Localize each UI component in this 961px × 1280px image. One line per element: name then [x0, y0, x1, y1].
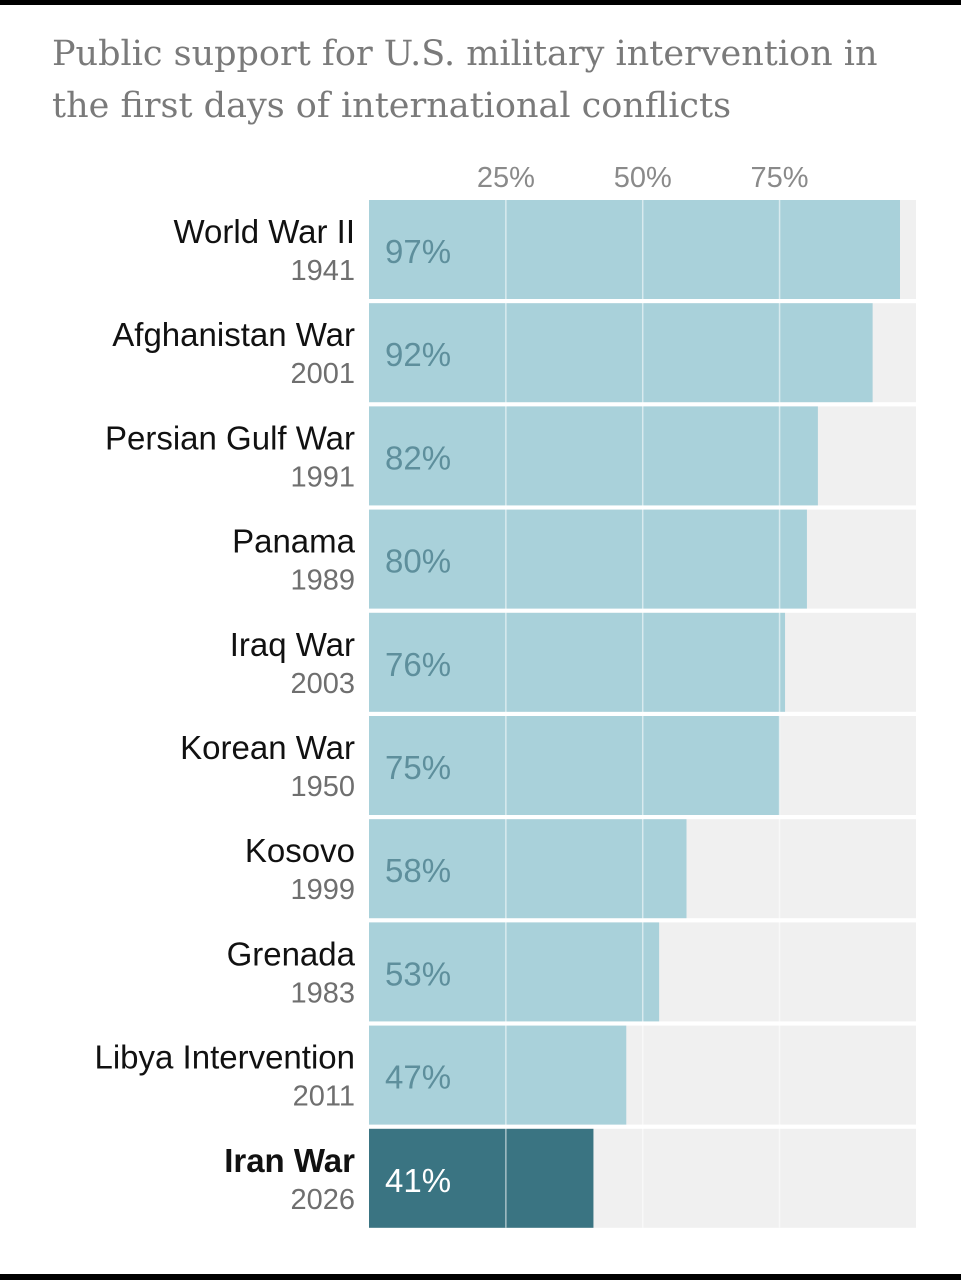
bar — [369, 200, 900, 299]
category-label: Afghanistan War — [112, 316, 355, 353]
value-label: 76% — [385, 646, 451, 683]
tick-label: 75% — [751, 162, 809, 194]
value-label: 82% — [385, 439, 451, 476]
year-label: 1989 — [290, 565, 355, 597]
value-label: 53% — [385, 955, 451, 992]
value-label: 75% — [385, 749, 451, 786]
value-label: 80% — [385, 543, 451, 580]
category-label: World War II — [173, 213, 355, 250]
year-label: 1999 — [290, 874, 355, 906]
year-label: 2026 — [290, 1184, 355, 1216]
year-label: 1941 — [290, 255, 355, 287]
bar — [369, 819, 687, 919]
bar — [369, 1025, 627, 1125]
tick-label: 25% — [477, 162, 535, 194]
top-border — [0, 0, 961, 5]
category-label: Kosovo — [245, 832, 355, 869]
value-label: 97% — [385, 233, 451, 270]
value-label: 58% — [385, 852, 451, 889]
bar — [369, 303, 873, 403]
category-label: Panama — [232, 523, 356, 560]
year-label: 2003 — [290, 668, 355, 700]
category-label: Iran War — [224, 1142, 355, 1179]
value-label: 47% — [385, 1059, 451, 1096]
year-label: 2011 — [293, 1081, 355, 1113]
bar — [369, 716, 780, 815]
bottom-border — [0, 1274, 961, 1280]
category-label: Korean War — [180, 729, 355, 766]
category-label: Libya Intervention — [94, 1039, 355, 1076]
chart-title: Public support for U.S. military interve… — [52, 34, 878, 126]
bar — [369, 612, 786, 712]
category-label: Persian Gulf War — [105, 419, 355, 456]
bar — [369, 509, 807, 609]
value-label: 41% — [385, 1162, 451, 1199]
year-label: 1991 — [290, 461, 355, 493]
year-label: 2001 — [290, 358, 355, 390]
category-label: Grenada — [227, 935, 356, 972]
tick-label: 50% — [614, 162, 672, 194]
bar — [369, 922, 660, 1022]
bar — [369, 406, 818, 506]
category-label: Iraq War — [230, 626, 355, 663]
year-label: 1983 — [290, 977, 355, 1009]
value-label: 92% — [385, 336, 451, 373]
bar-highlight — [369, 1128, 594, 1228]
year-label: 1950 — [290, 771, 355, 803]
